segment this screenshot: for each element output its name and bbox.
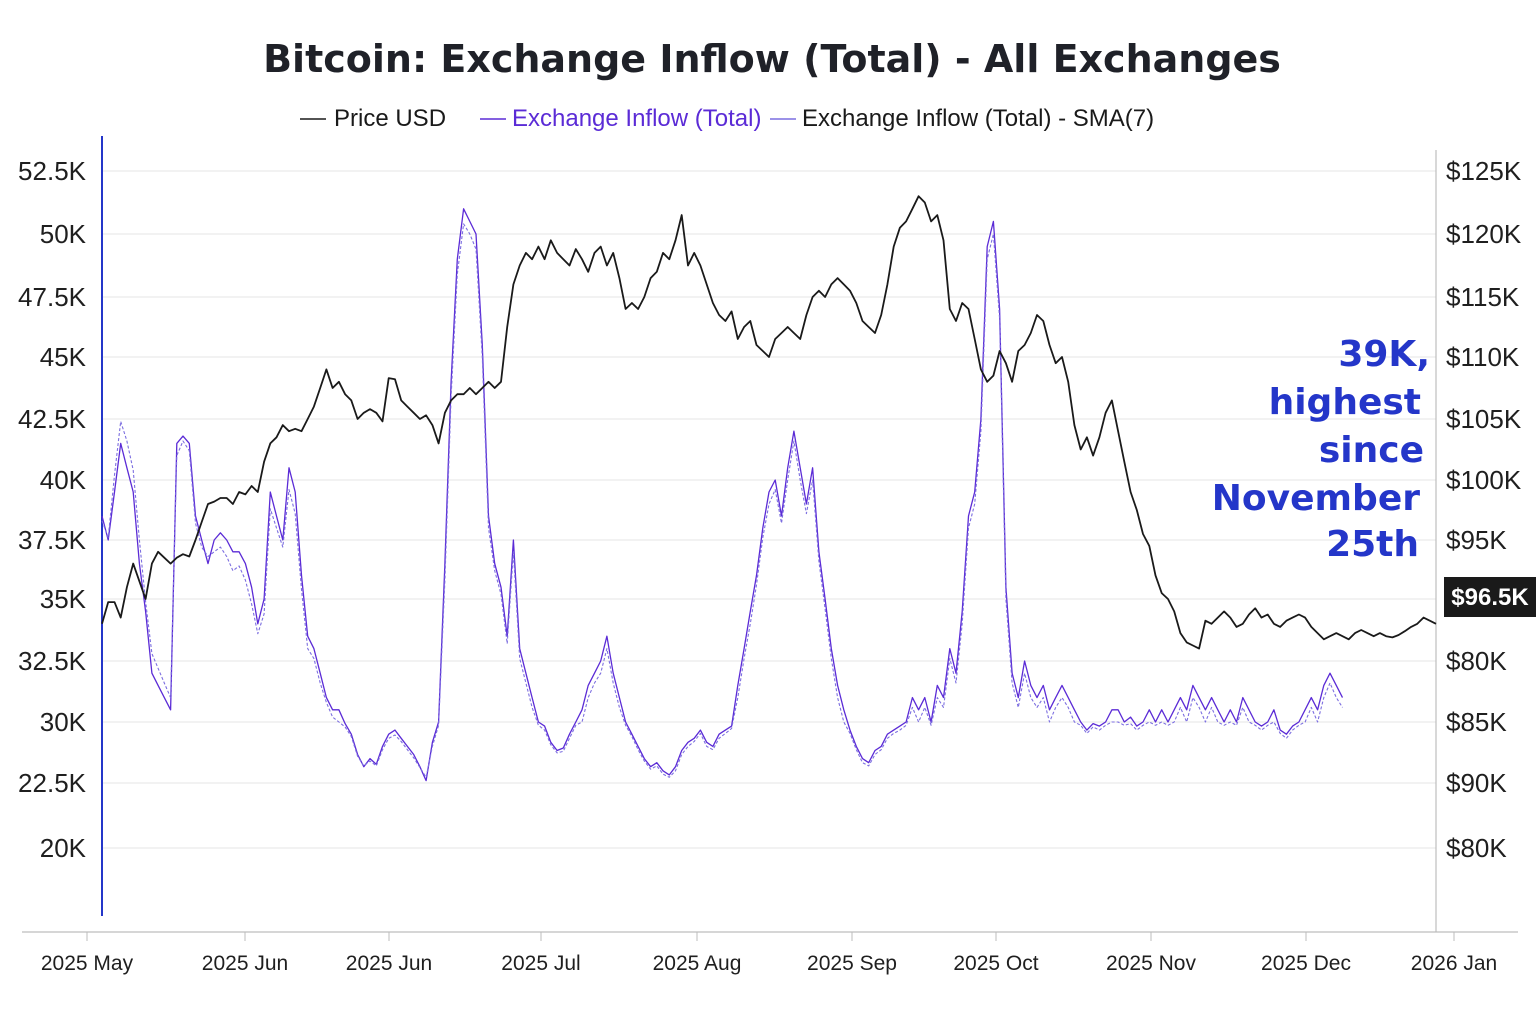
right-tick-label: $110K <box>1446 342 1520 372</box>
annotation-line-4: November <box>1212 478 1420 519</box>
legend-label-price: Price USD <box>334 105 446 132</box>
x-axis: 2025 May 2025 Jun 2025 Jun 2025 Jul 2025 Aug… <box>41 932 1497 975</box>
x-tick-label: 2025 May <box>41 952 134 975</box>
series-line-inflow <box>101 208 1344 782</box>
x-tick-label: 2025 Dec <box>1261 952 1351 975</box>
left-tick-label: 45K <box>40 342 87 372</box>
annotation-line-2: highest <box>1269 382 1421 423</box>
x-tick-label: 2025 Jul <box>501 952 580 975</box>
series-layer <box>101 195 1437 782</box>
x-tick-label: 2025 Sep <box>807 952 897 975</box>
annotation: 39K, highest since November 25th <box>1212 334 1430 565</box>
right-tick-label: $90K <box>1446 768 1507 798</box>
left-tick-label: 20K <box>40 833 87 863</box>
price-badge-text: $96.5K <box>1451 584 1529 611</box>
x-tick-label: 2025 Oct <box>953 952 1038 975</box>
right-tick-label: $80K <box>1446 833 1507 863</box>
right-tick-label: $115K <box>1446 282 1520 312</box>
annotation-line-3: since <box>1319 430 1424 471</box>
legend-label-sma: Exchange Inflow (Total) - SMA(7) <box>802 105 1154 132</box>
series-line-sma <box>101 223 1343 778</box>
left-tick-label: 42.5K <box>18 404 87 434</box>
x-tick-label: 2025 Jun <box>346 952 432 975</box>
annotation-line-5: 25th <box>1326 524 1419 565</box>
series-line-price <box>101 195 1437 650</box>
right-tick-label: $85K <box>1446 707 1507 737</box>
x-tick-label: 2025 Nov <box>1106 952 1196 975</box>
left-tick-label: 47.5K <box>18 282 87 312</box>
annotation-line-1: 39K, <box>1338 334 1430 375</box>
chart-title: Bitcoin: Exchange Inflow (Total) - All E… <box>263 37 1281 81</box>
price-badge: $96.5K <box>1444 577 1536 617</box>
left-tick-label: 35K <box>40 584 87 614</box>
grid <box>102 170 1436 849</box>
left-tick-label: 37.5K <box>18 525 87 555</box>
right-tick-label: $105K <box>1446 404 1522 434</box>
x-tick-label: 2025 Jun <box>202 952 288 975</box>
left-tick-label: 32.5K <box>18 646 87 676</box>
left-tick-label: 22.5K <box>18 768 87 798</box>
left-tick-label: 50K <box>40 219 87 249</box>
left-tick-label: 30K <box>40 707 87 737</box>
right-tick-label: $125K <box>1446 156 1522 186</box>
legend-label-inflow: Exchange Inflow (Total) <box>512 105 761 132</box>
price-badge-bg <box>1444 577 1536 617</box>
right-tick-label: $120K <box>1446 219 1522 249</box>
right-tick-label: $95K <box>1446 525 1507 555</box>
left-axis: 52.5K 50K 47.5K 45K 42.5K 40K 37.5K 35K 32.5K 30K… <box>18 156 87 863</box>
x-tick-label: 2025 Aug <box>653 952 742 975</box>
x-tick-label: 2026 Jan <box>1411 952 1497 975</box>
left-tick-label: 40K <box>40 465 87 495</box>
legend: Price USD Exchange Inflow (Total) Exchan… <box>300 105 1154 132</box>
right-tick-label: $100K <box>1446 465 1522 495</box>
right-tick-label: $80K <box>1446 646 1507 676</box>
left-tick-label: 52.5K <box>18 156 87 186</box>
